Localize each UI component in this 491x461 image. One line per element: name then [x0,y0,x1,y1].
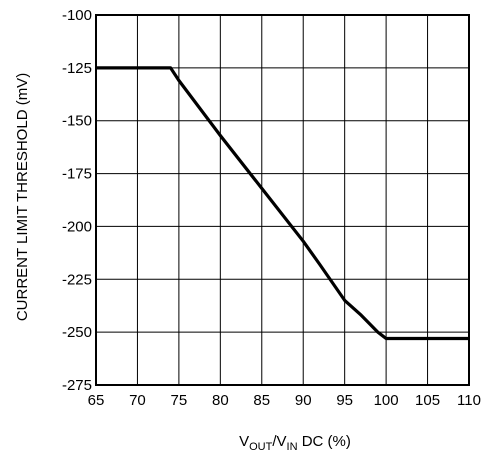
y-tick-label-1: -125 [62,60,92,77]
x-tick-label-7: 100 [374,392,399,409]
x-axis-title-sub-in: IN [287,441,298,453]
y-tick-label-2: -150 [62,113,92,130]
x-axis-title-v1: V [239,433,249,450]
x-tick-label-8: 105 [415,392,440,409]
y-tick-labels: -100 -125 -150 -175 -200 -225 -250 -275 [62,7,92,394]
x-tick-label-3: 80 [212,392,229,409]
series-line-0 [96,66,469,341]
y-tick-label-7: -275 [62,377,92,394]
y-tick-label-3: -175 [62,166,92,183]
x-tick-labels: 65 70 75 80 85 90 95 100 105 110 [88,392,481,409]
grid [95,14,470,386]
x-tick-label-2: 75 [171,392,188,409]
x-axis-title-rest: DC (%) [298,433,351,450]
x-tick-label-9: 110 [457,392,481,409]
y-tick-label-4: -200 [62,218,92,235]
x-tick-label-0: 65 [88,392,105,409]
x-tick-label-6: 95 [336,392,353,409]
x-tick-label-4: 85 [253,392,270,409]
y-tick-label-0: -100 [62,7,92,24]
x-axis-title-sub-out: OUT [249,441,273,453]
x-axis-title: VOUT/VIN DC (%) [239,433,351,453]
series-layer [96,66,469,341]
y-tick-label-6: -250 [62,324,92,341]
y-tick-label-5: -225 [62,271,92,288]
x-tick-label-5: 90 [295,392,312,409]
y-axis-title: CURRENT LIMIT THRESHOLD (mV) [14,73,31,321]
x-axis-title-slash: /V [272,433,286,450]
x-tick-label-1: 70 [129,392,146,409]
plot-frame [95,14,470,386]
